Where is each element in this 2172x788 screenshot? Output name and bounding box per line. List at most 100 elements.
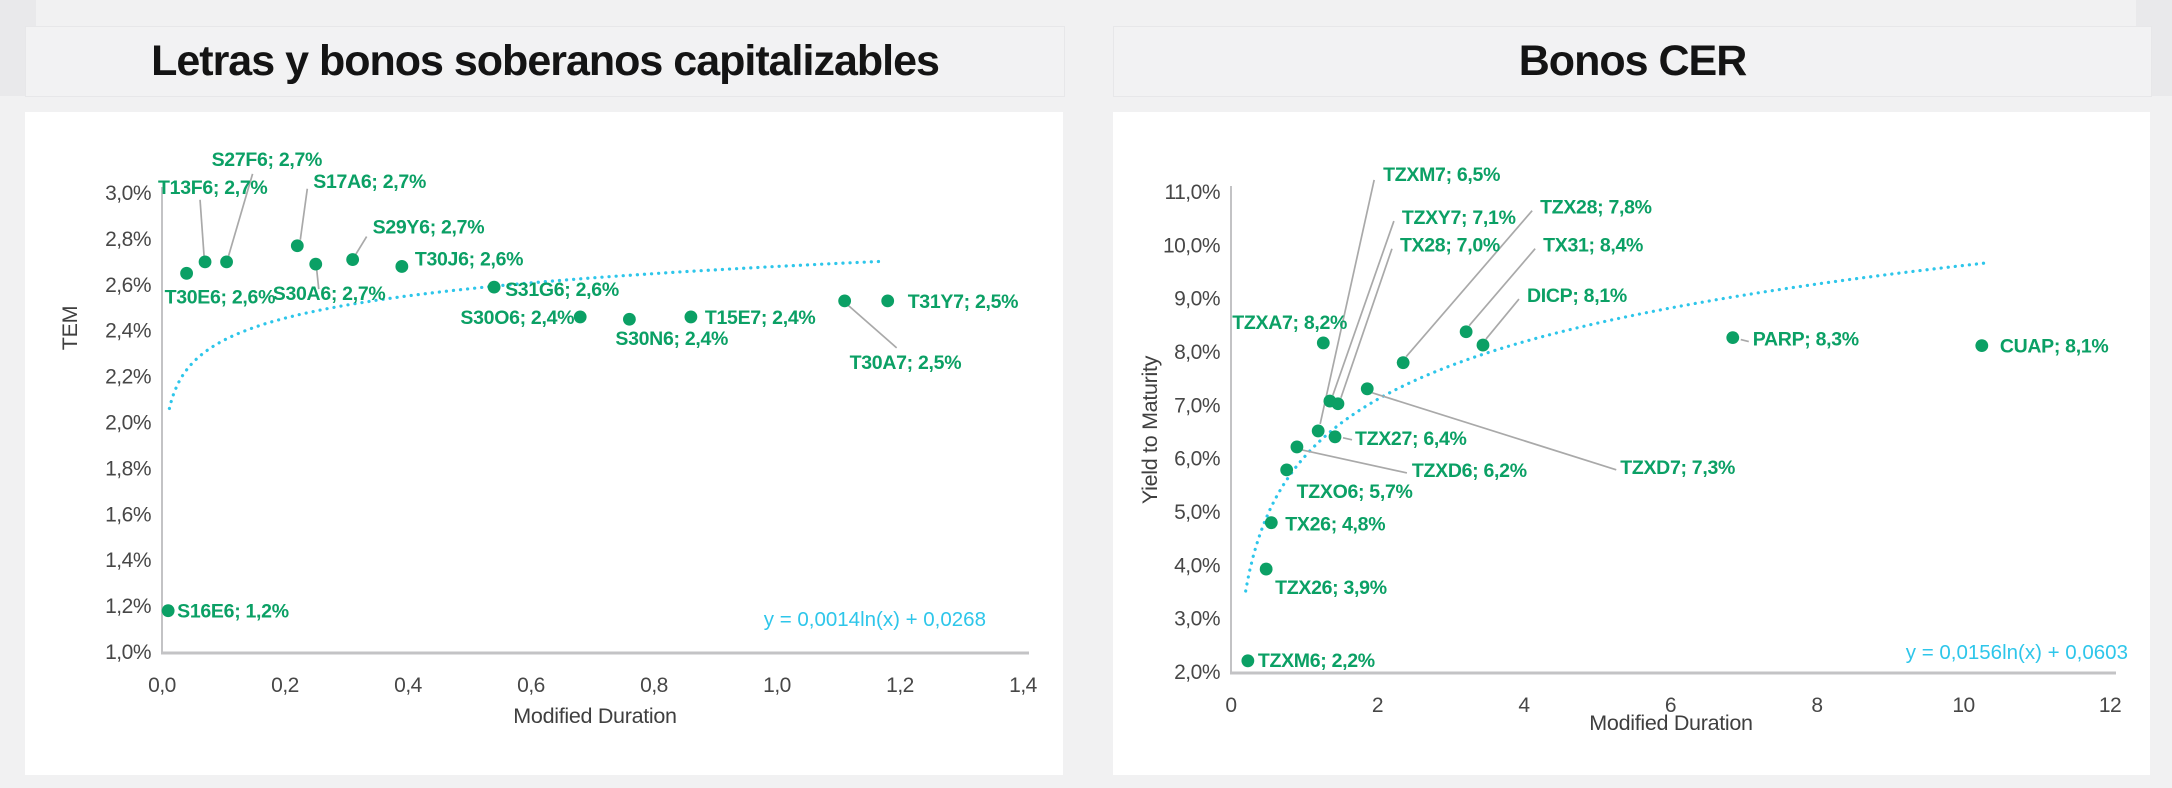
y-tick-label: 1,0% — [105, 641, 151, 664]
point-label-T13F6: T13F6; 2,7% — [158, 177, 267, 199]
point-label-TZXM6: TZXM6; 2,2% — [1258, 650, 1375, 672]
x-tick-label: 0,0 — [148, 674, 176, 697]
letras-chart-title: Letras y bonos soberanos capitalizables — [151, 37, 940, 85]
point-label-S27F6: S27F6; 2,7% — [212, 149, 323, 171]
point-label-T30A7: T30A7; 2,5% — [850, 352, 962, 374]
x-tick-label: 4 — [1518, 694, 1530, 717]
y-tick-label: 4,0% — [1174, 554, 1220, 577]
point-label-TX26: TX26; 4,8% — [1285, 514, 1385, 536]
point-label-S31G6: S31G6; 2,6% — [505, 279, 619, 301]
y-tick-label: 1,2% — [105, 595, 151, 618]
point-TZXO6 — [1280, 463, 1294, 477]
cer-plot: 11,0% 10,0% 9,0% 8,0% 7,0% 6,0% 5,0% 4,0% 3,0% 2,… — [1138, 164, 2128, 735]
x-axis-title: Modified Duration — [1589, 711, 1752, 735]
y-tick-label: 2,6% — [105, 274, 151, 297]
point-label-TX28: TX28; 7,0% — [1400, 235, 1500, 257]
point-DICP — [1476, 338, 1490, 352]
point-label-S30A6: S30A6; 2,7% — [273, 283, 386, 305]
point-S16E6 — [161, 604, 175, 618]
point-label-TZXO6: TZXO6; 5,7% — [1297, 481, 1413, 503]
cer-chart-title: Bonos CER — [1518, 37, 1747, 85]
point-TX26 — [1264, 516, 1278, 530]
point-label-S30O6: S30O6; 2,4% — [460, 307, 574, 329]
point-TX31 — [1459, 325, 1473, 339]
point-label-T30J6: T30J6; 2,6% — [415, 248, 523, 270]
point-TZX27 — [1328, 430, 1342, 444]
point-S29Y6 — [346, 253, 360, 266]
y-tick-label: 2,8% — [105, 228, 151, 251]
trend-equation: y = 0,0156ln(x) + 0,0603 — [1906, 641, 2128, 664]
leader-line-T13F6 — [199, 199, 205, 256]
point-label-T31Y7: T31Y7; 2,5% — [908, 291, 1019, 313]
point-label-TZX26: TZX26; 3,9% — [1275, 577, 1387, 599]
point-T13F6 — [198, 255, 212, 269]
y-tick-label: 2,4% — [105, 320, 151, 343]
leader-line-T30A7 — [847, 304, 898, 349]
point-label-TZX27: TZX27; 6,4% — [1355, 428, 1467, 450]
point-S30O6 — [573, 310, 587, 324]
leader-line-TZX28 — [1405, 210, 1533, 358]
point-label-T30E6: T30E6; 2,6% — [165, 286, 276, 308]
leader-line-TX31 — [1468, 248, 1536, 327]
letras-chart-card: 3,0% 2,8% 2,6% 2,4% 2,2% 2,0% 1,8% 1,6% 1,4% 1,2%… — [25, 112, 1063, 775]
leader-line-TZX27 — [1342, 436, 1353, 441]
y-axis-title: TEM — [58, 306, 82, 350]
leader-line-TZXM7 — [1319, 179, 1375, 425]
x-tick-label: 0,4 — [394, 674, 423, 697]
point-label-S16E6: S16E6; 1,2% — [177, 601, 289, 623]
y-tick-label: 2,0% — [105, 412, 151, 435]
leader-line-S27F6 — [227, 173, 254, 257]
x-tick-label: 2 — [1372, 694, 1383, 717]
x-tick-label: 0,8 — [640, 674, 668, 697]
y-tick-label: 1,4% — [105, 549, 151, 572]
point-label-S17A6: S17A6; 2,7% — [313, 171, 426, 193]
leader-line-PARP — [1740, 338, 1749, 343]
point-S17A6 — [290, 239, 304, 253]
point-label-TZXD7: TZXD7; 7,3% — [1620, 457, 1735, 479]
x-tick-label: 1,2 — [886, 674, 914, 697]
point-S31G6 — [487, 280, 501, 294]
point-T31Y7 — [881, 294, 895, 308]
y-tick-label: 1,6% — [105, 503, 151, 526]
x-tick-label: 6 — [1665, 694, 1676, 717]
point-label-TZXM7: TZXM7; 6,5% — [1383, 164, 1500, 186]
cer-chart-card: 11,0% 10,0% 9,0% 8,0% 7,0% 6,0% 5,0% 4,0% 3,0% 2,… — [1113, 112, 2150, 775]
point-label-CUAP: CUAP; 8,1% — [2000, 336, 2109, 358]
point-label-TZXY7: TZXY7; 7,1% — [1402, 207, 1516, 229]
letras-title-box: Letras y bonos soberanos capitalizables — [25, 26, 1065, 97]
leader-line-TZXD6 — [1301, 449, 1408, 474]
leader-line-TZXY7 — [1332, 220, 1395, 396]
point-PARP — [1726, 331, 1740, 344]
leader-line-S30A6 — [315, 270, 320, 290]
x-tick-label: 12 — [2099, 694, 2121, 717]
y-tick-label: 10,0% — [1163, 234, 1220, 257]
point-CUAP — [1975, 339, 1989, 352]
point-T30A7 — [838, 294, 852, 308]
x-tick-label: 8 — [1811, 694, 1822, 717]
point-label-TZXD6: TZXD6; 6,2% — [1412, 460, 1527, 482]
y-axis-title: Yield to Maturity — [1138, 355, 1162, 504]
point-S27F6 — [220, 255, 233, 269]
point-TZXA7 — [1316, 336, 1330, 350]
cer-title-box: Bonos CER — [1113, 26, 2152, 97]
point-T15E7 — [684, 310, 698, 324]
point-T30J6 — [395, 260, 409, 273]
x-tick-label: 10 — [1952, 694, 1974, 717]
leader-line-S17A6 — [299, 188, 309, 240]
point-label-S29Y6: S29Y6; 2,7% — [373, 217, 485, 239]
trendline — [1244, 261, 1988, 593]
x-tick-label: 1,0 — [763, 674, 791, 697]
y-tick-label: 5,0% — [1174, 501, 1220, 524]
x-tick-label: 0 — [1225, 694, 1236, 717]
y-tick-label: 2,0% — [1174, 661, 1220, 684]
point-label-T15E7: T15E7; 2,4% — [705, 307, 816, 329]
point-TZX26 — [1259, 562, 1273, 576]
point-TZXM7 — [1311, 424, 1325, 438]
point-TZXM6 — [1241, 654, 1255, 668]
trend-equation: y = 0,0014ln(x) + 0,0268 — [764, 608, 986, 631]
point-label-S30N6: S30N6; 2,4% — [615, 328, 728, 350]
y-tick-label: 7,0% — [1174, 394, 1220, 417]
point-TZX28 — [1396, 356, 1410, 370]
point-T30E6 — [180, 266, 194, 280]
leader-line-DICP — [1485, 298, 1520, 340]
